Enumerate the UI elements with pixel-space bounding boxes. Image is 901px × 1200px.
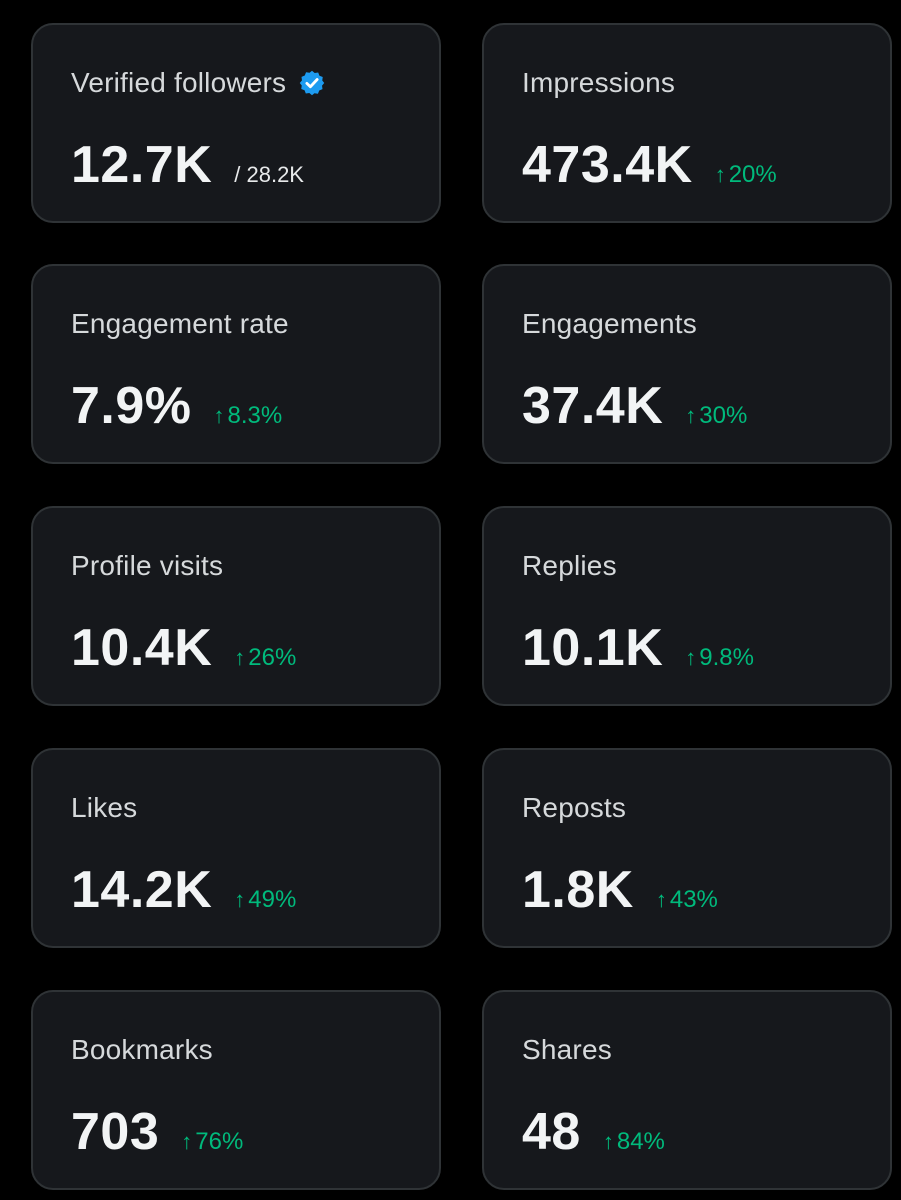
arrow-up-icon: ↑ [213,403,225,428]
metric-card-bookmarks[interactable]: Bookmarks 703 ↑ 76% [31,990,441,1190]
metric-change: ↑ 30% [685,402,747,430]
metric-value: 7.9% [71,377,192,435]
arrow-up-icon: ↑ [714,162,726,187]
metric-card-likes[interactable]: Likes 14.2K ↑ 49% [31,748,441,948]
metric-card-engagements[interactable]: Engagements 37.4K ↑ 30% [482,264,892,464]
metric-change: ↑ 9.8% [685,644,754,672]
metric-value: 473.4K [522,136,693,194]
metric-value: 14.2K [71,861,213,919]
arrow-up-icon: ↑ [181,1129,193,1154]
metric-value: 12.7K [71,136,213,194]
metric-change-value: 49% [248,886,297,913]
metric-change: ↑ 26% [234,644,296,672]
metric-label-row: Verified followers [71,67,326,99]
metric-value: 10.1K [522,619,664,677]
metric-total: / 28.2K [234,162,304,187]
metric-value-row: 48 ↑ 84% [522,1102,665,1162]
metric-label: Reposts [522,792,627,823]
metric-label: Impressions [522,67,676,98]
metric-card-reposts[interactable]: Reposts 1.8K ↑ 43% [482,748,892,948]
metric-value: 48 [522,1103,581,1161]
metric-value: 1.8K [522,861,634,919]
arrow-up-icon: ↑ [685,645,697,670]
metric-card-replies[interactable]: Replies 10.1K ↑ 9.8% [482,506,892,706]
metric-change-value: 20% [728,161,777,188]
metric-label: Shares [522,1034,612,1065]
metric-change: ↑ 20% [715,161,777,189]
arrow-up-icon: ↑ [655,887,667,912]
metric-value: 37.4K [522,377,664,435]
metric-change-value: 30% [699,402,748,429]
metric-change: ↑ 8.3% [214,402,283,430]
metric-change: ↑ 76% [181,1128,243,1156]
metric-change-value: 26% [248,644,297,671]
metric-label: Engagements [522,308,697,339]
metric-value: 703 [71,1103,160,1161]
metric-card-impressions[interactable]: Impressions 473.4K ↑ 20% [482,23,892,223]
metric-value-row: 10.1K ↑ 9.8% [522,618,754,678]
metric-value-row: 473.4K ↑ 20% [522,135,777,195]
metric-label: Verified followers [71,67,287,98]
metric-label: Replies [522,550,617,581]
metric-change: ↑ 49% [234,886,296,914]
metric-label: Engagement rate [71,308,289,339]
arrow-up-icon: ↑ [685,403,697,428]
metric-change: ↑ 43% [656,886,718,914]
metric-value-row: 10.4K ↑ 26% [71,618,296,678]
metric-card-profile-visits[interactable]: Profile visits 10.4K ↑ 26% [31,506,441,706]
metric-value-row: 37.4K ↑ 30% [522,376,747,436]
verified-badge-icon [298,69,326,97]
metric-value-row: 7.9% ↑ 8.3% [71,376,282,436]
metric-change-value: 84% [616,1128,665,1155]
metric-label: Likes [71,792,138,823]
metric-value: 10.4K [71,619,213,677]
metric-value-row: 12.7K / 28.2K [71,135,304,195]
metric-change-value: 8.3% [227,402,283,429]
arrow-up-icon: ↑ [234,887,246,912]
metric-value-row: 703 ↑ 76% [71,1102,243,1162]
metric-label: Profile visits [71,550,224,581]
metric-change-value: 9.8% [699,644,754,671]
metric-change-value: 76% [195,1128,244,1155]
metric-change: ↑ 84% [603,1128,665,1156]
arrow-up-icon: ↑ [602,1129,614,1154]
metric-card-engagement-rate[interactable]: Engagement rate 7.9% ↑ 8.3% [31,264,441,464]
metric-card-verified-followers[interactable]: Verified followers 12.7K / 28.2K [31,23,441,223]
metric-value-row: 14.2K ↑ 49% [71,860,296,920]
metric-card-shares[interactable]: Shares 48 ↑ 84% [482,990,892,1190]
arrow-up-icon: ↑ [234,645,246,670]
metric-change-value: 43% [669,886,718,913]
metric-label: Bookmarks [71,1034,213,1065]
metric-value-row: 1.8K ↑ 43% [522,860,718,920]
